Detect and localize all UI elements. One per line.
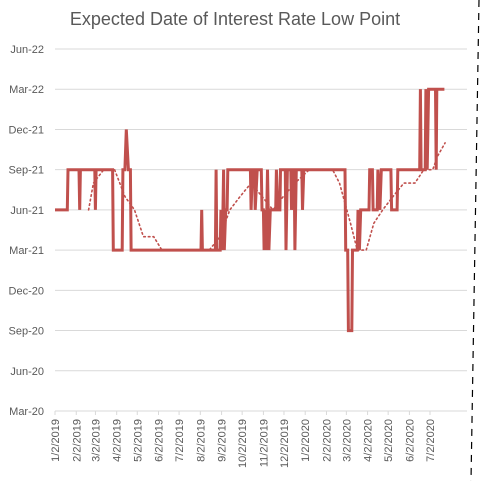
x-tick-label: 5/2/2020	[383, 419, 395, 462]
y-tick-label: Jun-22	[10, 44, 44, 56]
x-tick-label: 12/2/2019	[279, 419, 291, 468]
x-tick-label: 6/2/2019	[154, 419, 166, 462]
x-tick-label: 10/2/2019	[237, 419, 249, 468]
x-axis-tick-labels: 1/2/2019 2/2/2019 3/2/2019 4/2/2019 5/2/2019…	[50, 411, 437, 468]
x-tick-label: 2/2/2019	[71, 419, 83, 462]
x-tick-label: 1/2/2020	[300, 419, 312, 462]
chart-title: Expected Date of Interest Rate Low Point	[69, 9, 401, 29]
series-line-dotted	[87, 142, 446, 251]
x-tick-label: 7/2/2019	[174, 419, 186, 462]
series-line-solid	[55, 87, 445, 333]
x-tick-label: 9/2/2019	[217, 419, 229, 462]
x-tick-label: 3/2/2019	[90, 419, 102, 462]
x-tick-label: 3/2/2020	[341, 419, 353, 462]
x-tick-label: 7/2/2020	[425, 419, 437, 462]
y-tick-label: Dec-20	[9, 285, 44, 297]
y-tick-label: Mar-22	[9, 84, 44, 96]
x-tick-label: 11/2/2019	[258, 419, 270, 467]
frame-edge-line	[470, 0, 480, 481]
chart-right-edge	[470, 0, 480, 481]
y-tick-label: Jun-20	[10, 366, 44, 378]
x-tick-label: 6/2/2020	[404, 419, 416, 462]
series-group	[55, 87, 446, 333]
gridlines	[55, 48, 467, 412]
y-tick-label: Sep-20	[9, 326, 44, 338]
x-tick-label: 1/2/2019	[50, 419, 62, 462]
y-tick-label: Jun-21	[10, 205, 44, 217]
y-tick-label: Mar-21	[9, 245, 44, 257]
x-tick-label: 4/2/2019	[112, 419, 124, 462]
y-tick-label: Dec-21	[9, 124, 44, 136]
x-tick-label: 8/2/2019	[195, 419, 207, 462]
x-tick-label: 2/2/2020	[321, 419, 333, 462]
y-axis-tick-labels: Mar-20 Jun-20 Sep-20 Dec-20 Mar-21 Jun-21 Sep-…	[9, 44, 44, 418]
y-tick-label: Mar-20	[9, 406, 44, 418]
y-tick-label: Sep-21	[9, 165, 44, 177]
x-tick-label: 4/2/2020	[363, 419, 375, 462]
x-tick-label: 5/2/2019	[132, 419, 144, 462]
